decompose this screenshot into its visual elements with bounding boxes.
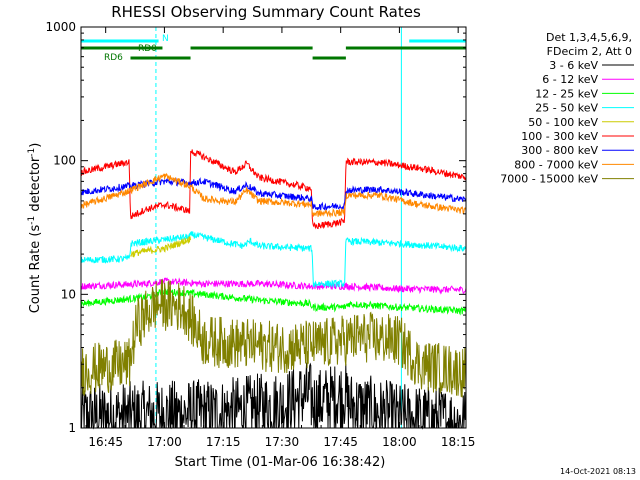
x-axis: 16:45 17:00 17:15 17:30 17:45 18:00 18:15 [85,27,476,449]
legend-label-100-300-kev: 100 - 300 keV [521,130,598,143]
series-800-7000-kev [80,172,467,218]
timestamp: 14-Oct-2021 08:13 [560,467,636,476]
legend-label-3-6-kev: 3 - 6 keV [549,59,598,72]
y-axis-label: Count Rate (s-1 detector-1) [27,143,43,314]
series-6-12-kev [80,277,467,295]
state-bar-label-rd0: RD0 [138,44,157,54]
legend-label-7000-15000-kev: 7000 - 15000 keV [500,173,598,186]
legend-header-line-1: Det 1,3,4,5,6,9, [546,31,632,44]
legend-header-line-2: FDecim 2, Att 0 [547,45,632,58]
series-7000-15000-kev [80,279,467,398]
x-tick-label: 17:15 [206,435,241,449]
legend: Det 1,3,4,5,6,9, FDecim 2, Att 0 3 - 6 k… [500,31,634,186]
y-axis: 1 10 100 1000 [45,20,466,435]
state-bar-label-n: N [162,34,169,44]
x-tick-label: 17:30 [265,435,300,449]
y-axis-label-main: Count Rate (s [28,225,43,314]
y-axis-label-exp: -1 [27,216,37,225]
series-25-50-kev [80,231,466,289]
state-bar-label-rd6: RD6 [104,53,123,63]
plot-frame [80,26,467,429]
legend-label-50-100-kev: 50 - 100 keV [528,116,598,129]
x-tick-label: 18:15 [441,435,476,449]
y-tick-label: 100 [53,154,76,168]
legend-label-25-50-kev: 25 - 50 keV [535,102,598,115]
series-50-100-kev [130,236,191,259]
y-tick-label: 1000 [45,20,76,34]
legend-label-12-25-kev: 12 - 25 keV [535,87,598,100]
y-tick-label: 1 [68,421,76,435]
chart-title: RHESSI Observing Summary Count Rates [111,3,421,21]
x-tick-label: 18:00 [382,435,417,449]
y-axis-label-end: ) [28,143,43,148]
legend-label-800-7000-kev: 800 - 7000 keV [514,158,598,171]
y-tick-label: 10 [61,287,76,301]
x-axis-label: Start Time (01-Mar-06 16:38:42) [175,455,386,470]
plot-area: N RD0 RD6 [80,27,467,430]
x-tick-label: 17:45 [323,435,358,449]
y-axis-label-exp2: -1 [27,148,37,157]
x-tick-label: 16:45 [88,435,123,449]
y-axis-label-mid: detector [28,156,43,216]
legend-label-6-12-kev: 6 - 12 keV [542,73,598,86]
legend-label-300-800-kev: 300 - 800 keV [521,144,598,157]
x-tick-label: 17:00 [147,435,182,449]
series-100-300-kev [80,149,467,230]
